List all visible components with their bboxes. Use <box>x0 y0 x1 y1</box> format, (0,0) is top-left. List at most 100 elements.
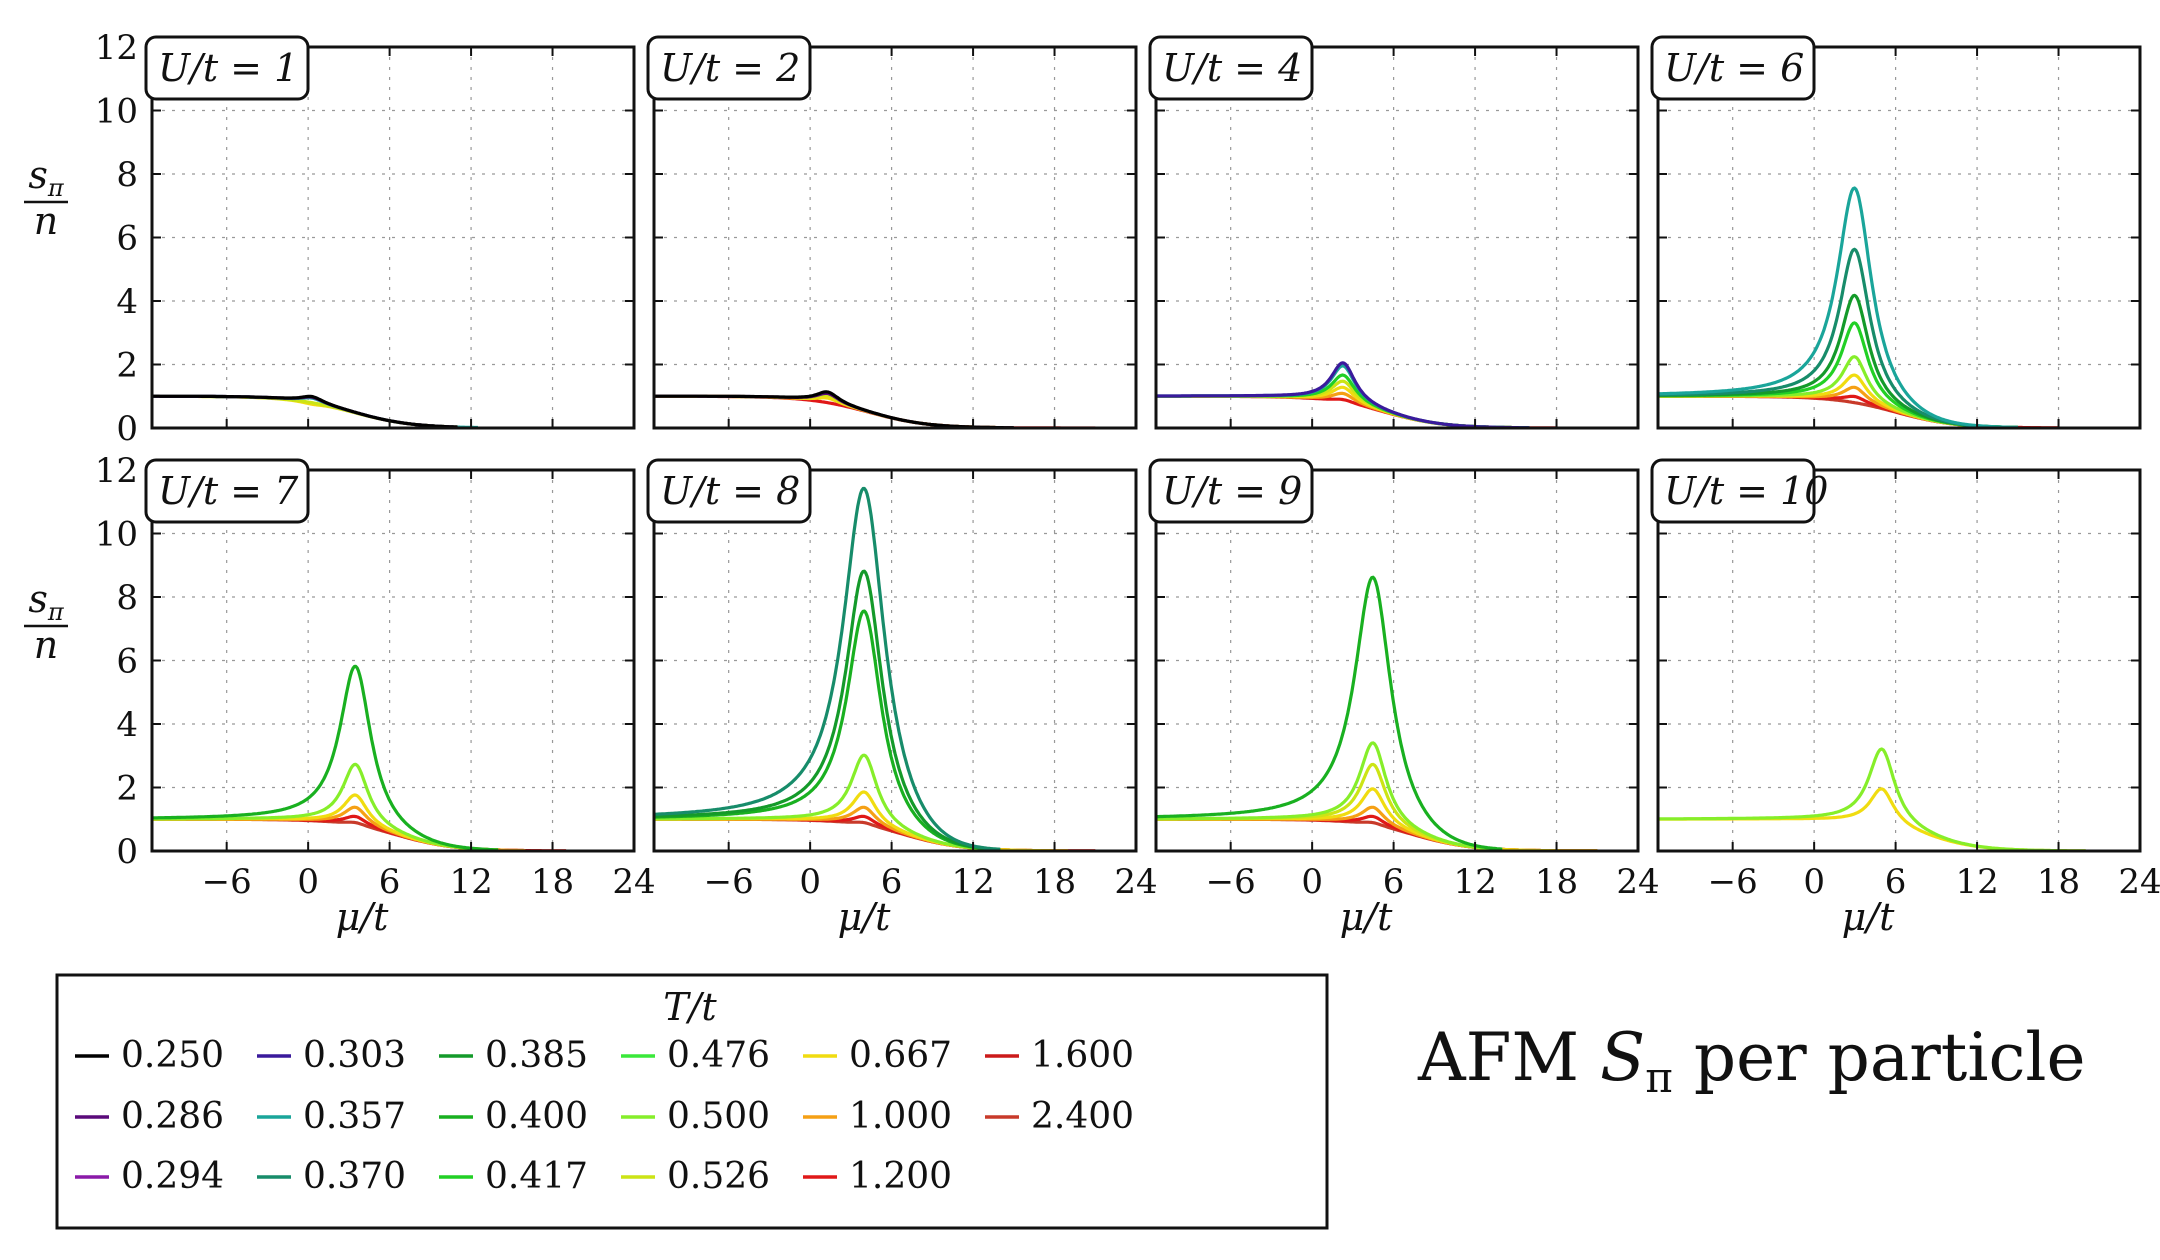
legend-item-T-0.500: 0.500 <box>621 1096 770 1137</box>
y-tick-label: 12 <box>95 451 138 491</box>
series-line-T-0.357 <box>152 394 479 428</box>
x-tick-label: 0 <box>799 862 821 902</box>
ylabel-row2: sπ n <box>24 577 68 667</box>
legend-label: 0.370 <box>303 1156 406 1197</box>
series-line-T-1.200 <box>152 814 567 851</box>
grid <box>1156 470 1638 851</box>
series-line-T-0.400 <box>152 664 499 851</box>
series-line-T-2.400 <box>1658 394 2059 428</box>
series-group <box>1658 186 2059 428</box>
x-tick-label: 12 <box>449 862 492 902</box>
legend-label: 0.476 <box>667 1035 770 1076</box>
y-tick-label: 10 <box>95 515 138 555</box>
panel-label-text: U/t = 7 <box>158 469 299 513</box>
grid <box>654 47 1136 428</box>
legend-label: 0.526 <box>667 1156 770 1197</box>
panel-label-box <box>1148 35 1314 101</box>
legend-item-T-0.370: 0.370 <box>257 1156 406 1197</box>
panel-label: U/t = 6 <box>1650 35 1816 101</box>
x-tick-label: 6 <box>881 862 903 902</box>
x-tick-label: 0 <box>1803 862 1825 902</box>
y-tick-label: 0 <box>116 409 138 449</box>
legend-label: 0.667 <box>849 1035 952 1076</box>
panel-label-text: U/t = 4 <box>1162 46 1302 90</box>
panel: −6 0 6 12 18 24 μ/t U/t = 10 <box>1650 458 2160 939</box>
panel: U/t = 4 <box>1148 35 1640 430</box>
y-tick-label: 2 <box>116 346 138 386</box>
panel-label: U/t = 4 <box>1148 35 1314 101</box>
legend-item-T-0.400: 0.400 <box>439 1096 588 1137</box>
x-tick-label: 18 <box>2037 862 2080 902</box>
legend-item-T-0.417: 0.417 <box>439 1156 588 1197</box>
series-group <box>654 486 1096 851</box>
panel-label: U/t = 9 <box>1148 458 1314 524</box>
panel-label-box <box>646 458 812 524</box>
legend-box <box>55 973 1329 1230</box>
series-line-T-0.370 <box>654 486 1001 851</box>
legend-item-T-0.385: 0.385 <box>439 1035 588 1076</box>
legend-label: 1.000 <box>849 1096 952 1137</box>
panel-label: U/t = 8 <box>646 458 812 524</box>
grid <box>1658 47 2140 428</box>
y-tick-label: 6 <box>116 219 138 259</box>
legend-label: 0.400 <box>485 1096 588 1137</box>
legend-entries: 0.250 0.286 0.294 0.303 0.357 0.370 0.385 0.400… <box>75 1035 1134 1197</box>
panel-label-box <box>1650 458 1816 524</box>
panel-label-box <box>1148 458 1314 524</box>
legend-item-T-0.294: 0.294 <box>75 1156 224 1197</box>
series-group <box>152 664 567 851</box>
panel-label-text: U/t = 1 <box>158 46 298 90</box>
legend-label: 0.417 <box>485 1156 588 1197</box>
x-tick-label: 18 <box>531 862 574 902</box>
x-tick-label: 6 <box>379 862 401 902</box>
legend-label: 0.294 <box>121 1156 224 1197</box>
y-tick-label: 0 <box>116 832 138 872</box>
x-tick-label: −6 <box>1206 862 1256 902</box>
ylabel-denominator: n <box>34 199 58 243</box>
series-line-T-1.000 <box>152 805 526 851</box>
series-line-T-0.357 <box>1658 186 2019 428</box>
grid <box>152 47 634 428</box>
x-tick-label: 24 <box>1616 862 1659 902</box>
x-tick-label: 24 <box>612 862 655 902</box>
legend-item-T-0.303: 0.303 <box>257 1035 406 1076</box>
x-axis-label: μ/t <box>1340 895 1393 939</box>
series-group <box>654 390 1096 428</box>
panel: U/t = 2 <box>646 35 1138 430</box>
legend-item-T-1.200: 1.200 <box>803 1156 952 1197</box>
x-tick-label: 6 <box>1383 862 1405 902</box>
series-line-T-2.400 <box>654 817 1096 851</box>
x-tick-label: 0 <box>297 862 319 902</box>
legend-label: 0.250 <box>121 1035 224 1076</box>
legend-item-T-0.476: 0.476 <box>621 1035 770 1076</box>
x-tick-label: 0 <box>1301 862 1323 902</box>
panel-label-text: U/t = 8 <box>660 469 800 513</box>
panel-label-box <box>1650 35 1816 101</box>
x-tick-label: 18 <box>1033 862 1076 902</box>
series-group <box>152 394 479 428</box>
ylabel-numerator: sπ <box>28 577 65 626</box>
grid <box>654 470 1136 851</box>
panel-label-text: U/t = 2 <box>660 46 800 90</box>
y-tick-label: 8 <box>116 155 138 195</box>
panel: −6 0 6 12 18 24 μ/t U/t = 8 <box>646 458 1158 939</box>
y-tick-label: 4 <box>116 282 138 322</box>
x-axis-label: μ/t <box>1842 895 1895 939</box>
panel-label-box <box>144 35 310 101</box>
y-tick-label: 6 <box>116 642 138 682</box>
grid <box>1156 47 1638 428</box>
x-tick-label: 24 <box>2118 862 2160 902</box>
y-tick-label: 2 <box>116 769 138 809</box>
ylabel-denominator: n <box>34 623 58 667</box>
legend-item-T-1.000: 1.000 <box>803 1096 952 1137</box>
series-line-T-0.417 <box>1156 373 1530 428</box>
figure-title: AFM Sπ per particle <box>1417 1019 2086 1102</box>
series-line-T-0.667 <box>654 394 1015 428</box>
legend-label: 0.500 <box>667 1096 770 1137</box>
legend-title: T/t <box>663 985 717 1029</box>
series-line-T-2.400 <box>1156 817 1598 851</box>
y-tick-label: 8 <box>116 578 138 618</box>
